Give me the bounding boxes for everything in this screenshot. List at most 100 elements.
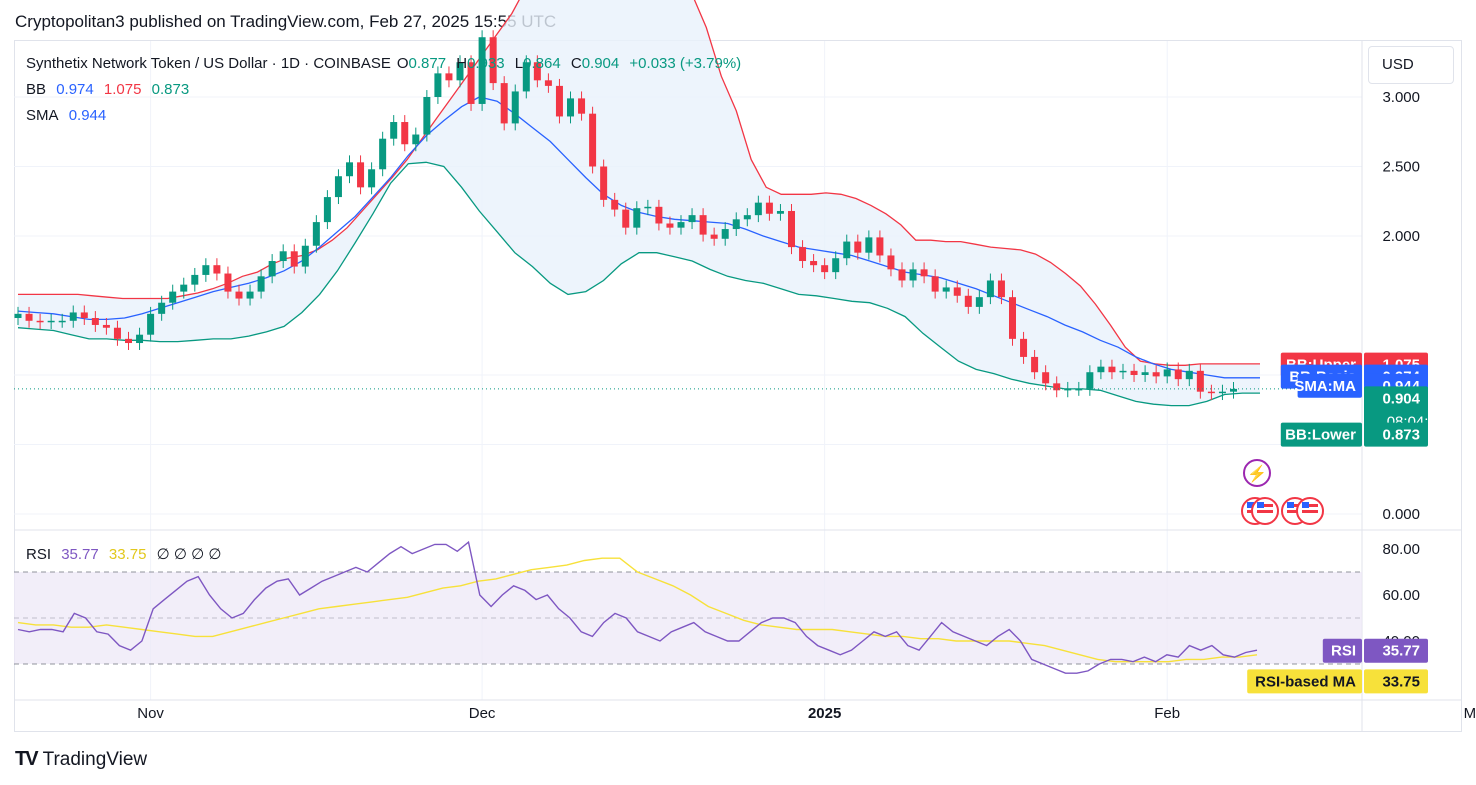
candle-body xyxy=(622,209,630,228)
candle-body xyxy=(202,265,210,275)
chart-frame[interactable] xyxy=(14,40,1462,732)
candle-body xyxy=(235,291,243,299)
candle-body xyxy=(434,73,442,97)
candle-body xyxy=(1086,372,1094,389)
axes: 3.0002.5002.0000.00080.0060.0040.00NovDe… xyxy=(137,89,1476,722)
legend-open: 0.877 xyxy=(408,55,447,72)
candle-body xyxy=(887,255,895,270)
rsi-pane xyxy=(14,540,1362,674)
candle-body xyxy=(1152,372,1160,377)
legend-bb-upper: 1.075 xyxy=(103,81,142,98)
candle-body xyxy=(776,210,784,214)
candle-body xyxy=(1185,370,1193,380)
candle-body xyxy=(754,202,762,216)
candle-body xyxy=(290,251,298,267)
candle-body xyxy=(279,251,287,262)
candle-body xyxy=(876,237,884,256)
candle-body xyxy=(931,276,939,292)
candle-body xyxy=(522,62,530,92)
candle-body xyxy=(810,261,818,266)
candle-body xyxy=(191,274,199,285)
candle-body xyxy=(1119,370,1127,373)
legend-rsi: RSI 35.77 33.75 ∅ ∅ ∅ ∅ xyxy=(26,545,227,563)
candle-body xyxy=(832,258,840,273)
rsi-tick-label: 80.00 xyxy=(1382,541,1420,558)
candle-body xyxy=(500,83,508,124)
lightning-event-icon xyxy=(1243,459,1271,487)
legend-rsi-value: 35.77 xyxy=(61,546,99,563)
candle-body xyxy=(589,113,597,167)
candle-body xyxy=(180,284,188,292)
candle-body xyxy=(511,91,519,124)
candle-body xyxy=(69,312,77,321)
bb-band-fill xyxy=(18,0,1260,406)
candle-body xyxy=(1230,388,1237,392)
candle-body xyxy=(379,138,387,170)
legend-rsi-extra: ∅ ∅ ∅ ∅ xyxy=(156,546,222,563)
price-badges: BB:Upper1.075BB:Basis0.974SMA:MA0.9440.9… xyxy=(1247,352,1444,694)
legend-change: +0.033 (+3.79%) xyxy=(629,55,742,72)
candle-body xyxy=(456,62,464,81)
badge-value: 33.75 xyxy=(1382,673,1420,690)
candle-body xyxy=(257,276,265,292)
candle-body xyxy=(1108,366,1116,373)
candle-body xyxy=(158,302,166,314)
candle-body xyxy=(854,241,862,253)
badge-label-bg xyxy=(1297,373,1362,398)
badge-label: BB:Lower xyxy=(1285,427,1356,444)
candle-body xyxy=(644,206,652,209)
lightning-icon: ⚡ xyxy=(1247,464,1267,483)
candle-body xyxy=(147,313,155,335)
candle-body xyxy=(688,215,696,223)
tradingview-logo[interactable]: TV TradingView xyxy=(15,748,147,771)
candle-body xyxy=(942,287,950,292)
candle-body xyxy=(113,327,121,339)
legend-bb-basis: 0.974 xyxy=(56,81,94,98)
candle-body xyxy=(799,247,807,262)
us-flag-icon xyxy=(1302,502,1309,508)
candle-body xyxy=(600,166,608,200)
candle-body xyxy=(533,62,541,81)
candle-body xyxy=(357,162,365,188)
candle-body xyxy=(699,215,707,235)
tradingview-wordmark: TradingView xyxy=(42,748,148,770)
candle-body xyxy=(1097,366,1105,373)
us-flag-icon xyxy=(1257,510,1273,513)
legend-high-label: H xyxy=(456,55,468,72)
candle-body xyxy=(1053,383,1061,391)
candle-body xyxy=(1163,369,1171,377)
badge-label-bg xyxy=(1280,422,1362,447)
candle-body xyxy=(909,269,917,281)
legend-open-label: O xyxy=(396,55,409,72)
legend-sma-label: SMA xyxy=(26,107,59,124)
currency-button[interactable]: USD xyxy=(1368,46,1454,84)
candle-body xyxy=(732,219,740,230)
candle-body xyxy=(1141,372,1149,375)
price-tick-label: 2.500 xyxy=(1382,159,1420,176)
candle-body xyxy=(1075,388,1083,391)
candle-body xyxy=(633,208,641,228)
badge-value-bg xyxy=(1364,638,1428,663)
us-flag-icon xyxy=(1302,510,1318,513)
candle-body xyxy=(1218,391,1226,394)
candle-body xyxy=(920,269,928,277)
candle-body xyxy=(246,291,254,299)
candle-body xyxy=(368,169,376,188)
candle-body xyxy=(312,222,320,246)
candle-body xyxy=(975,297,983,307)
candle-body xyxy=(213,265,221,274)
candle-body xyxy=(390,122,398,139)
legend-symbol: Synthetix Network Token / US Dollar · 1D… xyxy=(26,55,391,72)
legend-bb-lower: 0.873 xyxy=(151,81,190,98)
candle-body xyxy=(544,80,552,86)
candle-body xyxy=(567,98,574,117)
publish-header: Cryptopolitan3 published on TradingView.… xyxy=(15,12,557,31)
badge-label: RSI xyxy=(1331,643,1356,660)
candle-body xyxy=(721,229,729,239)
candle-body xyxy=(677,222,685,228)
candle-body xyxy=(1174,369,1182,380)
rsi-tick-label: 60.00 xyxy=(1382,587,1420,604)
candle-body xyxy=(91,318,99,325)
candle-body xyxy=(36,320,44,323)
